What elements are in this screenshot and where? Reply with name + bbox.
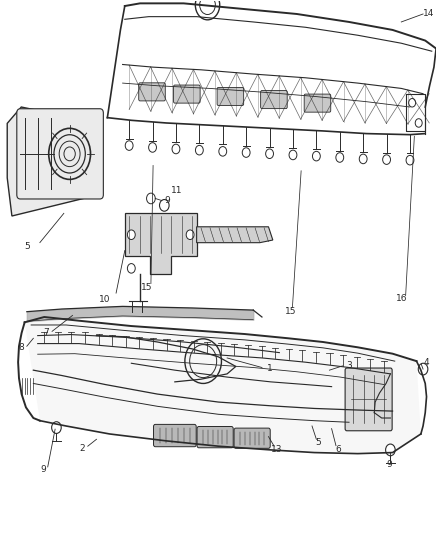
Polygon shape bbox=[125, 213, 197, 274]
FancyBboxPatch shape bbox=[234, 428, 270, 448]
Circle shape bbox=[148, 143, 156, 152]
Circle shape bbox=[125, 141, 133, 150]
Circle shape bbox=[186, 230, 194, 239]
Circle shape bbox=[289, 150, 297, 160]
Circle shape bbox=[219, 147, 227, 156]
FancyBboxPatch shape bbox=[197, 426, 233, 448]
Circle shape bbox=[242, 148, 250, 157]
Circle shape bbox=[147, 193, 155, 204]
Text: 15: 15 bbox=[285, 307, 296, 316]
Polygon shape bbox=[25, 317, 421, 454]
Text: 4: 4 bbox=[424, 358, 429, 367]
FancyBboxPatch shape bbox=[17, 109, 103, 199]
Text: 13: 13 bbox=[272, 446, 283, 455]
Circle shape bbox=[359, 154, 367, 164]
Circle shape bbox=[312, 151, 320, 161]
Circle shape bbox=[418, 364, 428, 375]
Text: 16: 16 bbox=[396, 294, 408, 303]
Text: 6: 6 bbox=[335, 446, 341, 455]
Circle shape bbox=[127, 264, 135, 273]
Text: 9: 9 bbox=[164, 196, 170, 205]
FancyBboxPatch shape bbox=[304, 94, 331, 112]
Text: 11: 11 bbox=[171, 185, 182, 195]
Circle shape bbox=[52, 422, 61, 433]
Text: 5: 5 bbox=[24, 243, 30, 252]
Text: 2: 2 bbox=[80, 445, 85, 454]
Text: 10: 10 bbox=[99, 295, 111, 304]
Text: 9: 9 bbox=[40, 465, 46, 474]
Circle shape bbox=[159, 199, 169, 211]
Circle shape bbox=[409, 99, 416, 107]
Circle shape bbox=[336, 152, 344, 162]
Text: 9: 9 bbox=[386, 460, 392, 469]
Circle shape bbox=[266, 149, 273, 158]
FancyBboxPatch shape bbox=[217, 87, 244, 106]
Polygon shape bbox=[197, 227, 273, 243]
Circle shape bbox=[172, 144, 180, 154]
FancyBboxPatch shape bbox=[154, 424, 196, 447]
Circle shape bbox=[415, 119, 422, 127]
Text: 14: 14 bbox=[423, 10, 434, 19]
Text: 3: 3 bbox=[346, 361, 352, 370]
Text: 1: 1 bbox=[266, 364, 272, 373]
FancyBboxPatch shape bbox=[139, 83, 165, 101]
FancyBboxPatch shape bbox=[261, 91, 287, 109]
Text: 5: 5 bbox=[316, 439, 321, 448]
Circle shape bbox=[383, 155, 391, 164]
Polygon shape bbox=[7, 107, 101, 216]
Circle shape bbox=[127, 230, 135, 239]
Text: 8: 8 bbox=[18, 343, 24, 352]
Circle shape bbox=[385, 444, 395, 456]
FancyBboxPatch shape bbox=[345, 368, 392, 431]
Text: 15: 15 bbox=[141, 283, 152, 292]
Text: 7: 7 bbox=[44, 328, 49, 337]
Circle shape bbox=[406, 156, 414, 165]
FancyBboxPatch shape bbox=[173, 85, 200, 103]
Circle shape bbox=[195, 146, 203, 155]
